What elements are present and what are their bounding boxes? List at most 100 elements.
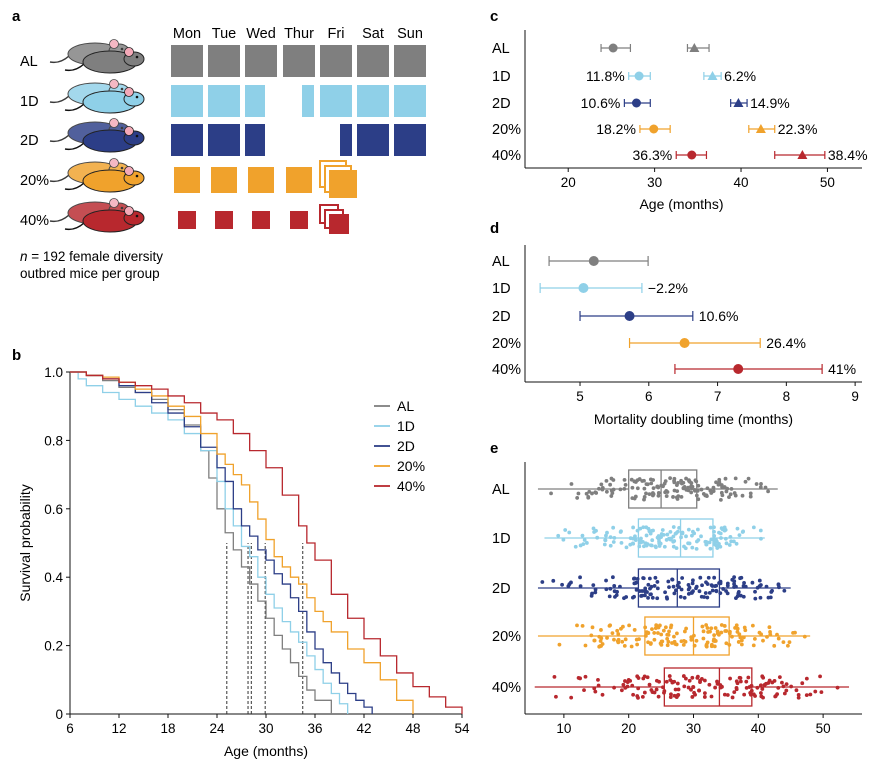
box-40pct — [663, 667, 753, 707]
food-block-sat — [340, 124, 352, 156]
data-point — [737, 632, 742, 637]
data-point — [733, 493, 738, 498]
data-point — [739, 638, 744, 643]
data-point — [561, 537, 566, 542]
data-point — [659, 532, 664, 536]
panel-label-b: b — [12, 347, 21, 364]
data-point — [760, 674, 765, 679]
data-point — [772, 643, 777, 648]
data-point — [804, 693, 809, 698]
data-point — [679, 481, 684, 486]
data-point — [738, 593, 743, 598]
x-tick-label: 5 — [576, 389, 584, 404]
data-point — [599, 628, 603, 632]
data-point — [684, 476, 688, 481]
data-point — [748, 491, 753, 496]
data-point — [704, 580, 708, 585]
data-point — [590, 625, 595, 630]
data-point — [589, 633, 594, 638]
day-label-fri: Fri — [328, 26, 345, 42]
data-point — [580, 623, 585, 628]
data-point — [668, 529, 673, 534]
data-point — [776, 582, 781, 587]
data-point — [641, 676, 646, 681]
data-point — [672, 539, 677, 543]
data-point — [655, 580, 660, 584]
x-axis-title: Mortality doubling time (months) — [594, 411, 793, 427]
data-point — [625, 680, 630, 685]
data-point — [569, 695, 574, 700]
panel-label-e: e — [490, 440, 498, 457]
data-point — [573, 544, 578, 549]
data-point — [659, 632, 664, 637]
data-point — [600, 487, 605, 492]
x-tick-label: 10 — [556, 721, 571, 736]
doubling-change-label: 41% — [828, 361, 856, 377]
day-label-tue: Tue — [212, 26, 236, 42]
data-point — [607, 594, 612, 599]
data-point — [735, 526, 740, 531]
data-point — [676, 494, 681, 498]
data-point — [580, 533, 585, 538]
data-point — [680, 576, 685, 580]
food-block-mon — [171, 124, 203, 156]
food-block-mon — [171, 85, 203, 117]
data-point — [633, 534, 637, 539]
data-point — [759, 691, 763, 695]
data-point — [727, 495, 731, 500]
data-point — [699, 534, 703, 539]
doubling-change-label: 10.6% — [699, 308, 739, 324]
data-point — [704, 493, 709, 498]
mouse-ear — [124, 166, 134, 176]
data-point — [708, 546, 713, 551]
data-point — [600, 692, 605, 697]
data-point — [598, 639, 603, 643]
data-point — [645, 542, 650, 547]
data-point — [714, 588, 719, 593]
mouse-eye — [135, 134, 139, 138]
data-point — [740, 493, 745, 498]
data-point — [655, 586, 660, 591]
food-block-mon — [174, 167, 200, 193]
data-point — [569, 482, 574, 486]
mouse-ear — [124, 87, 134, 97]
data-point — [818, 674, 822, 679]
category-label-1d: 1D — [492, 69, 511, 85]
data-point — [630, 496, 635, 501]
data-point — [540, 580, 545, 584]
data-point — [686, 527, 691, 532]
data-point — [748, 494, 753, 499]
data-point — [642, 497, 646, 502]
data-point — [611, 525, 616, 530]
data-point — [672, 480, 677, 485]
data-point — [722, 692, 727, 697]
data-point — [689, 481, 694, 485]
doubling-point-al — [588, 256, 599, 266]
mouse-icon — [49, 158, 145, 193]
data-point — [741, 529, 746, 534]
data-point — [599, 644, 603, 648]
data-point — [768, 629, 772, 634]
mouse-eye — [120, 126, 124, 130]
data-point — [761, 638, 765, 643]
data-point — [800, 681, 805, 686]
data-point — [719, 630, 724, 635]
data-point — [657, 541, 662, 546]
data-point — [758, 528, 763, 533]
data-point — [767, 625, 772, 630]
data-point — [655, 484, 660, 489]
data-point — [702, 695, 707, 699]
data-point — [675, 681, 680, 686]
doubling-change-label: 26.4% — [766, 335, 806, 351]
data-point — [652, 631, 657, 635]
data-point — [551, 578, 556, 583]
food-block-fri — [320, 45, 352, 77]
mouse-tail — [64, 142, 85, 151]
box-2d — [637, 568, 721, 608]
data-point — [700, 583, 704, 588]
data-point — [660, 528, 665, 532]
mouse-tail — [49, 95, 70, 104]
data-point — [732, 582, 736, 586]
data-point — [668, 625, 673, 630]
data-point — [819, 690, 824, 695]
